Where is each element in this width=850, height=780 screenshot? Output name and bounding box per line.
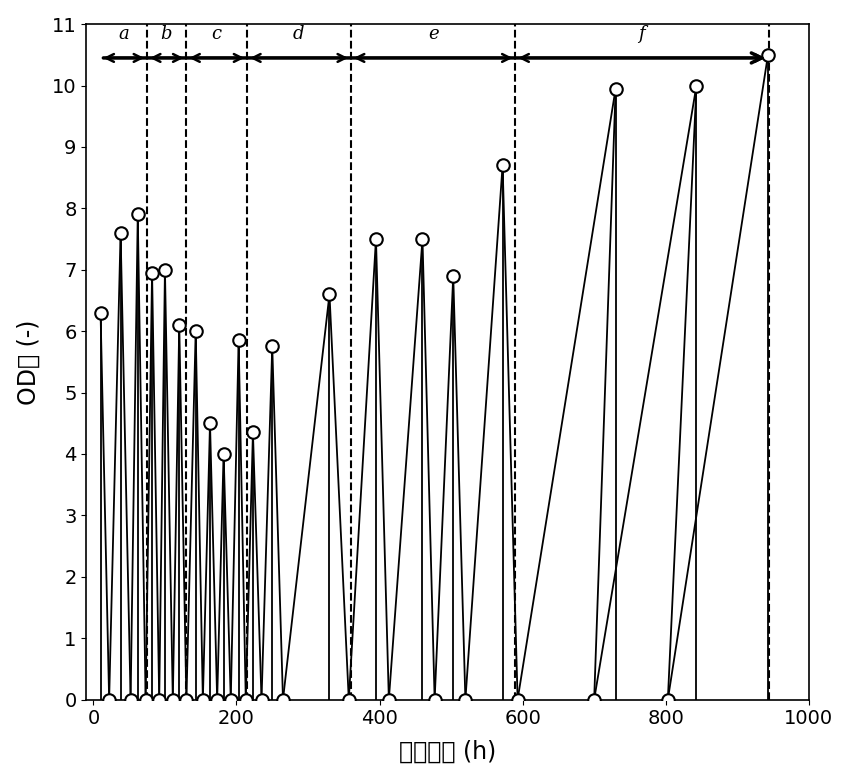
Text: e: e (428, 25, 439, 43)
Text: b: b (161, 25, 172, 43)
Text: a: a (118, 25, 129, 43)
Text: d: d (293, 25, 304, 43)
X-axis label: 驯化时间 (h): 驯化时间 (h) (399, 739, 496, 764)
Text: c: c (212, 25, 222, 43)
Y-axis label: OD值 (-): OD值 (-) (17, 319, 41, 405)
Text: f: f (638, 25, 644, 43)
